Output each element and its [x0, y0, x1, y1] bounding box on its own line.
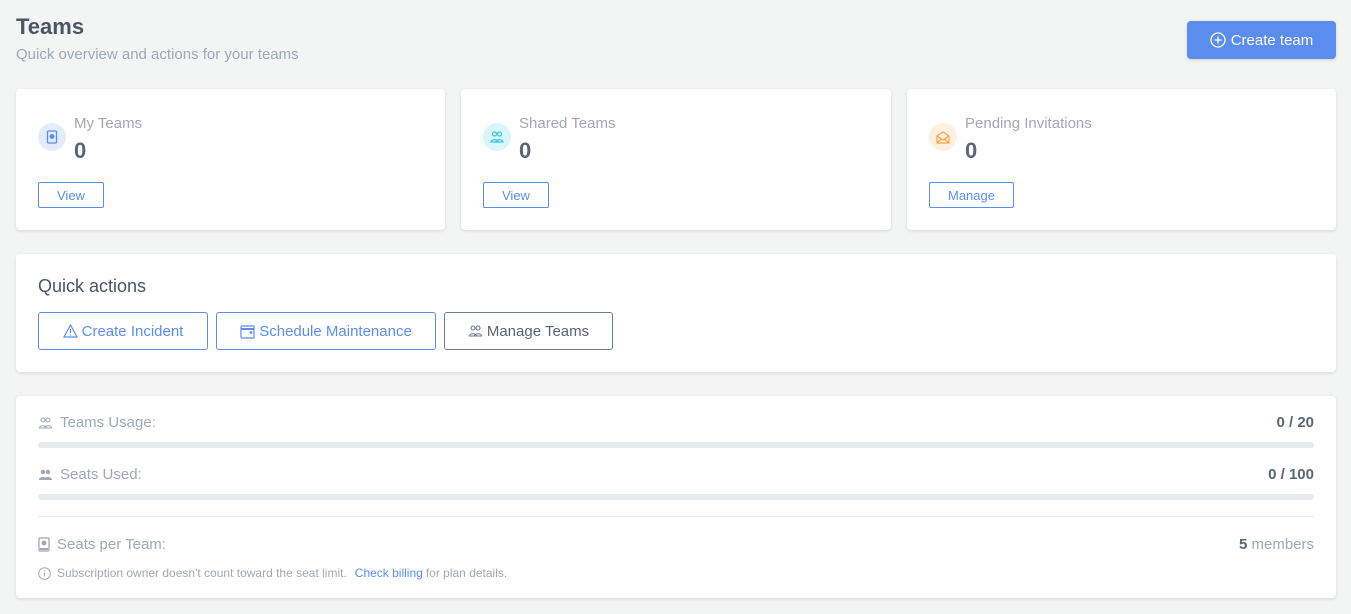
users-icon — [468, 325, 482, 337]
stat-label: My Teams — [74, 115, 143, 132]
divider — [38, 516, 1314, 517]
badge-icon — [38, 537, 50, 552]
create-incident-button[interactable]: Create Incident — [38, 312, 208, 350]
manage-teams-button[interactable]: Manage Teams — [444, 312, 613, 350]
teams-usage-bar — [38, 442, 1314, 448]
seats-per-team-row: Seats per Team: 5 members — [38, 536, 1314, 553]
seat-limit-note: Subscription owner doesn't count toward … — [38, 566, 507, 580]
page-title: Teams — [16, 14, 85, 39]
schedule-maintenance-button[interactable]: Schedule Maintenance — [216, 312, 436, 350]
stat-value: 0 — [74, 138, 87, 163]
stat-value: 0 — [965, 138, 978, 163]
stat-value: 0 — [519, 138, 532, 163]
seats-used-row: Seats Used: 0 / 100 — [38, 466, 1314, 483]
teams-usage-row: Teams Usage: 0 / 20 — [38, 414, 1314, 431]
users-icon — [483, 123, 511, 151]
calendar-icon — [240, 324, 255, 339]
seats-per-team-value: 5 members — [1238, 536, 1314, 553]
pending-invitations-card: Pending Invitations 0 Manage — [907, 89, 1336, 230]
create-team-button[interactable]: Create team — [1187, 21, 1336, 59]
usage-card: Teams Usage: 0 / 20 Seats Used: 0 / 100 … — [16, 396, 1336, 598]
envelope-open-icon — [929, 123, 957, 151]
seats-used-bar — [38, 494, 1314, 500]
badge-icon — [38, 123, 66, 151]
view-my-teams-button[interactable]: View — [38, 182, 104, 208]
teams-usage-value: 0 / 20 — [1276, 414, 1314, 431]
check-billing-link[interactable]: Check billing — [354, 566, 423, 580]
shared-teams-card: Shared Teams 0 View — [461, 89, 891, 230]
manage-invitations-button[interactable]: Manage — [929, 182, 1014, 208]
users-icon — [38, 416, 53, 429]
quick-actions-title: Quick actions — [38, 276, 147, 296]
info-icon — [38, 566, 51, 580]
warning-icon — [62, 324, 78, 338]
my-teams-card: My Teams 0 View — [16, 89, 445, 230]
quick-actions-card: Quick actions Create Incident Schedule M… — [16, 254, 1336, 372]
seats-used-value: 0 / 100 — [1268, 466, 1314, 483]
view-shared-teams-button[interactable]: View — [483, 182, 549, 208]
stat-label: Shared Teams — [519, 115, 616, 132]
stat-label: Pending Invitations — [965, 115, 1092, 132]
plus-circle-icon — [1210, 32, 1226, 48]
page-subtitle: Quick overview and actions for your team… — [16, 46, 299, 63]
users-filled-icon — [39, 469, 52, 480]
